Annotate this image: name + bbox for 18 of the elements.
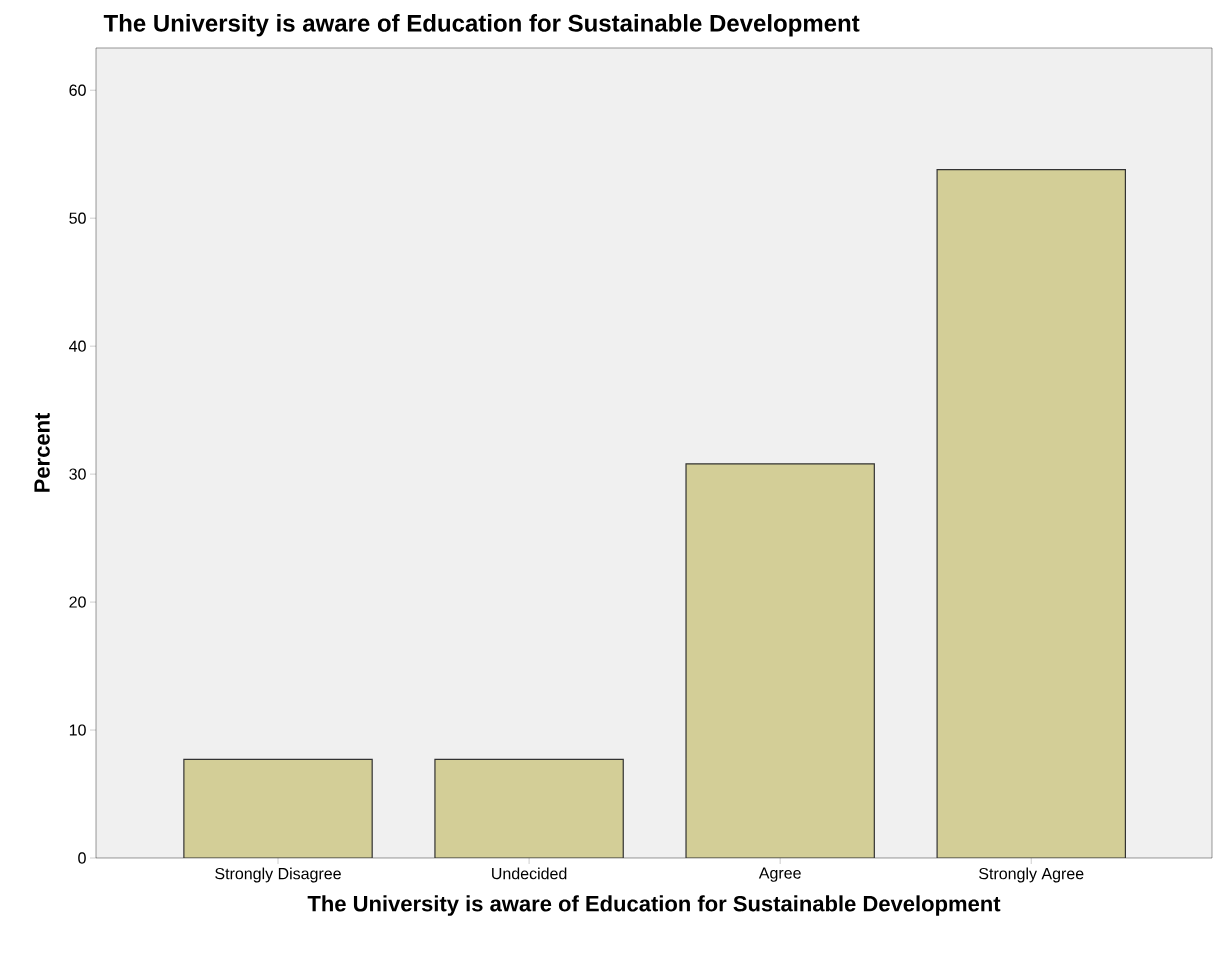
chart-title: The University is aware of Education for Sustainable Development: [103, 14, 860, 37]
y-tick-label: 40: [69, 340, 86, 352]
x-tick-label: Strongly Agree: [979, 867, 1084, 883]
x-axis-title: The University is aware of Education for Sustainable Development: [307, 895, 1001, 916]
y-tick-label: 30: [69, 468, 86, 480]
bar: [434, 758, 624, 858]
bar: [183, 758, 373, 858]
y-axis-title: Percent: [34, 412, 50, 492]
y-tick-label: 0: [78, 852, 86, 864]
bar: [936, 168, 1126, 858]
y-tick-label: 20: [69, 596, 86, 608]
y-tick-label: 50: [69, 212, 86, 224]
y-tick-label: 60: [69, 84, 86, 96]
y-tick-label: 10: [69, 724, 86, 736]
bar: [686, 463, 875, 858]
x-tick-label: Undecided: [492, 867, 567, 880]
x-tick-label: Agree: [758, 867, 801, 882]
x-tick-label: Strongly Disagree: [215, 867, 341, 883]
